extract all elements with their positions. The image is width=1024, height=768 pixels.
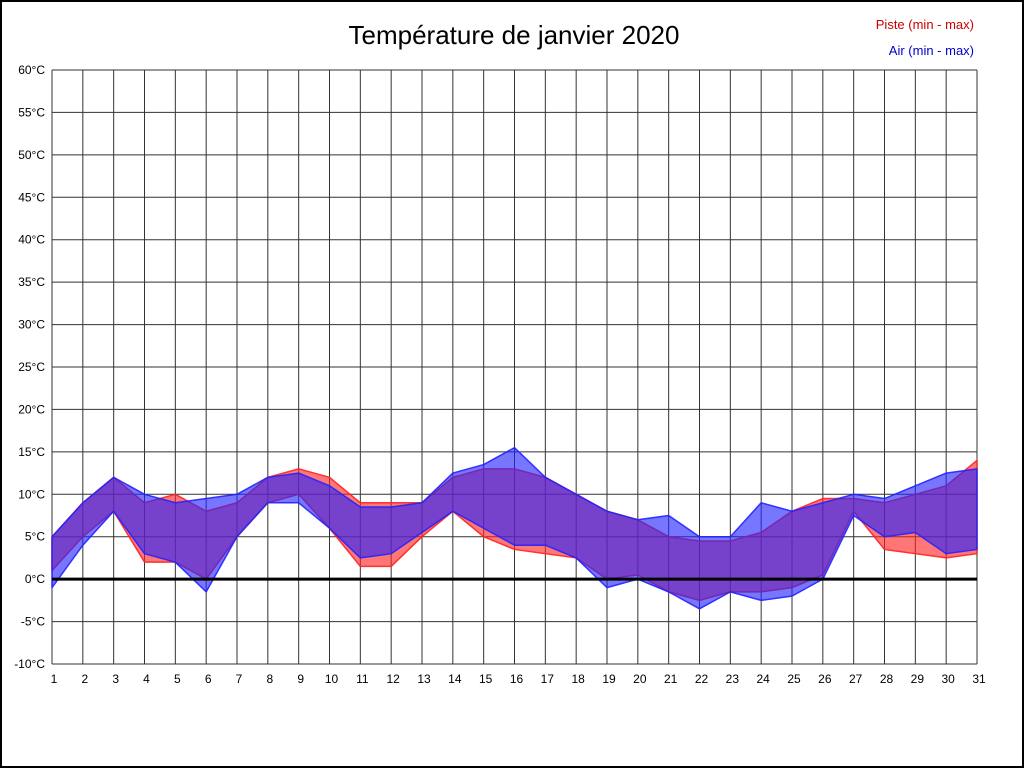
y-tick-label: -10°C xyxy=(14,657,45,671)
x-tick-label: 9 xyxy=(297,672,304,686)
x-tick-label: 22 xyxy=(695,672,709,686)
air-band xyxy=(51,446,978,610)
y-tick-label: 0°C xyxy=(25,572,45,586)
chart-title: Température de janvier 2020 xyxy=(348,20,680,50)
y-tick-label: 20°C xyxy=(18,402,45,416)
x-tick-label: 30 xyxy=(941,672,955,686)
x-tick-label: 28 xyxy=(880,672,894,686)
y-tick-label: 15°C xyxy=(18,445,45,459)
x-tick-label: 15 xyxy=(479,672,493,686)
y-tick-label: 25°C xyxy=(18,360,45,374)
y-tick-label: 40°C xyxy=(18,233,45,247)
x-tick-label: 25 xyxy=(787,672,801,686)
legend-item-piste: Piste (min - max) xyxy=(875,17,974,32)
x-tick-label: 19 xyxy=(602,672,616,686)
x-tick-label: 24 xyxy=(756,672,770,686)
x-tick-label: 26 xyxy=(818,672,832,686)
x-tick-label: 10 xyxy=(325,672,339,686)
x-tick-label: 31 xyxy=(972,672,986,686)
x-tick-label: 12 xyxy=(386,672,400,686)
x-tick-label: 23 xyxy=(726,672,740,686)
x-tick-label: 20 xyxy=(633,672,647,686)
x-tick-label: 3 xyxy=(112,672,119,686)
x-tick-label: 8 xyxy=(266,672,273,686)
y-tick-label: 45°C xyxy=(18,190,45,204)
x-tick-label: 4 xyxy=(143,672,150,686)
x-tick-label: 21 xyxy=(664,672,678,686)
x-tick-label: 27 xyxy=(849,672,863,686)
x-tick-label: 7 xyxy=(236,672,243,686)
legend: Piste (min - max) Air (min - max) xyxy=(876,12,974,64)
x-tick-label: 18 xyxy=(571,672,585,686)
y-tick-label: 60°C xyxy=(18,63,45,77)
x-tick-label: 13 xyxy=(417,672,431,686)
y-tick-label: -5°C xyxy=(21,615,45,629)
x-tick-label: 5 xyxy=(174,672,181,686)
y-tick-label: 30°C xyxy=(18,318,45,332)
x-tick-label: 1 xyxy=(51,672,58,686)
y-tick-label: 10°C xyxy=(18,487,45,501)
x-tick-label: 29 xyxy=(911,672,925,686)
x-tick-label: 17 xyxy=(541,672,555,686)
x-tick-label: 6 xyxy=(205,672,212,686)
x-tick-label: 2 xyxy=(81,672,88,686)
y-tick-label: 35°C xyxy=(18,275,45,289)
legend-item-air: Air (min - max) xyxy=(888,43,974,58)
y-tick-label: 55°C xyxy=(18,105,45,119)
x-tick-label: 16 xyxy=(510,672,524,686)
y-tick-label: 5°C xyxy=(25,530,45,544)
x-tick-label: 11 xyxy=(356,672,369,686)
y-tick-label: 50°C xyxy=(18,148,45,162)
x-tick-label: 14 xyxy=(448,672,462,686)
